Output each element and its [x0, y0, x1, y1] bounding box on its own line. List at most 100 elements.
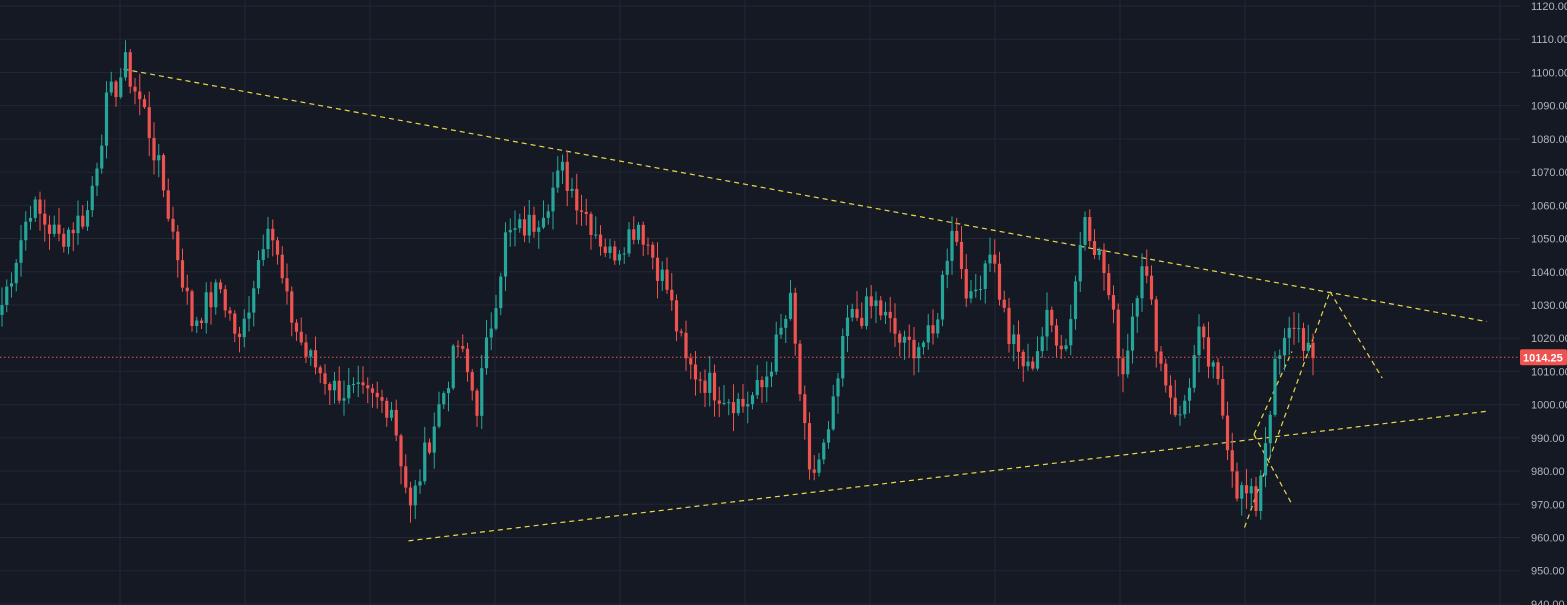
trendline-lower-support[interactable]: [408, 410, 1487, 542]
candle-body: [133, 86, 137, 92]
candle-body: [817, 459, 821, 473]
candle-body: [793, 292, 797, 344]
y-tick-label: 1010.00: [1531, 366, 1567, 378]
candle-body: [242, 318, 246, 338]
candle-body: [90, 185, 94, 211]
y-tick-label: 1070.00: [1531, 167, 1567, 179]
candle-body: [689, 358, 693, 365]
trendline-projection-down[interactable]: [1329, 291, 1383, 379]
candle-body: [1211, 362, 1215, 367]
candle-body: [1126, 350, 1130, 375]
y-tick-label: 1080.00: [1531, 134, 1567, 146]
candle-body: [375, 392, 379, 398]
candle-body: [85, 210, 90, 227]
candle-body: [1168, 385, 1173, 398]
candle-body: [214, 282, 218, 308]
candle-body: [1111, 295, 1116, 310]
candle-body: [1311, 342, 1315, 359]
candle-body: [342, 398, 346, 401]
candle-body: [418, 481, 422, 486]
candle-body: [432, 426, 436, 453]
trendline-cross-b[interactable]: [1253, 351, 1293, 435]
candle-body: [1064, 345, 1068, 350]
candle-body: [1078, 244, 1082, 282]
candle-body: [38, 199, 42, 214]
candle-body: [575, 188, 579, 211]
candle-body: [537, 227, 541, 232]
candle-body: [1149, 275, 1154, 300]
candle-body: [608, 246, 612, 253]
candle-body: [931, 325, 935, 334]
candle-body: [651, 244, 655, 258]
candle-body: [997, 263, 1002, 300]
candle-body: [860, 317, 864, 326]
candle-body: [741, 398, 745, 407]
candle-body: [1059, 345, 1063, 350]
candle-body: [950, 230, 954, 261]
trendline-cross-a[interactable]: [1253, 434, 1293, 505]
candle-body: [489, 328, 493, 338]
candle-body: [1054, 325, 1059, 346]
candle-body: [299, 331, 303, 343]
candle-body: [1035, 351, 1040, 369]
candle-body: [565, 161, 569, 192]
candle-body: [1154, 299, 1158, 352]
candle-body: [285, 278, 289, 292]
candle-body: [1026, 361, 1030, 367]
candle-body: [1135, 298, 1139, 317]
candle-body: [1202, 326, 1206, 338]
candle-body: [95, 168, 99, 186]
candle-body: [1021, 351, 1025, 367]
candle-body: [727, 402, 731, 404]
candle-body: [641, 224, 645, 245]
candle-body: [1088, 217, 1092, 242]
candle-body: [228, 310, 232, 314]
candle-body: [864, 296, 869, 326]
candle-body: [983, 263, 987, 289]
candle-body: [484, 337, 489, 369]
candle-body: [195, 320, 199, 327]
candle-body: [427, 442, 432, 453]
candle-body: [712, 372, 717, 401]
candle-body: [1197, 326, 1201, 356]
candle-body: [1002, 299, 1006, 308]
candle-body: [1249, 486, 1253, 494]
candle-body: [446, 388, 451, 394]
candle-body: [769, 371, 774, 377]
candle-body: [361, 382, 365, 386]
candle-body: [893, 318, 897, 334]
candle-body: [888, 311, 892, 319]
candle-body: [1069, 319, 1073, 346]
candle-body: [380, 397, 384, 401]
candle-body: [803, 394, 807, 424]
candle-body: [579, 210, 584, 212]
candle-body: [1173, 397, 1177, 416]
candle-body: [855, 308, 859, 318]
candle-body: [603, 246, 607, 253]
candle-body: [252, 288, 256, 313]
y-tick-label: 1120.00: [1531, 1, 1567, 13]
trendline-upper-resistance[interactable]: [123, 68, 1487, 323]
y-tick-label: 1100.00: [1531, 67, 1567, 79]
candle-body: [831, 396, 835, 430]
price-axis[interactable]: 1120.00 1110.00 1100.00 1090.00 1080.00 1070.…: [1531, 1, 1567, 605]
y-tick-label: 1040.00: [1531, 267, 1567, 279]
candle-body: [917, 347, 921, 359]
candle-body: [556, 170, 560, 188]
candle-body: [5, 286, 9, 305]
trendline-projection-up[interactable]: [1243, 291, 1331, 528]
current-price-badge-bg: [1520, 349, 1567, 366]
y-tick-label: 1020.00: [1531, 333, 1567, 345]
candle-body: [494, 308, 498, 329]
candle-body: [385, 400, 389, 418]
candle-body: [822, 442, 826, 460]
candle-body: [974, 289, 978, 292]
candle-body: [442, 393, 446, 405]
candle-body: [318, 367, 322, 374]
candle-body: [1230, 450, 1234, 472]
candle-body: [294, 322, 299, 332]
candle-body: [755, 380, 759, 396]
candles: [0, 40, 1315, 523]
